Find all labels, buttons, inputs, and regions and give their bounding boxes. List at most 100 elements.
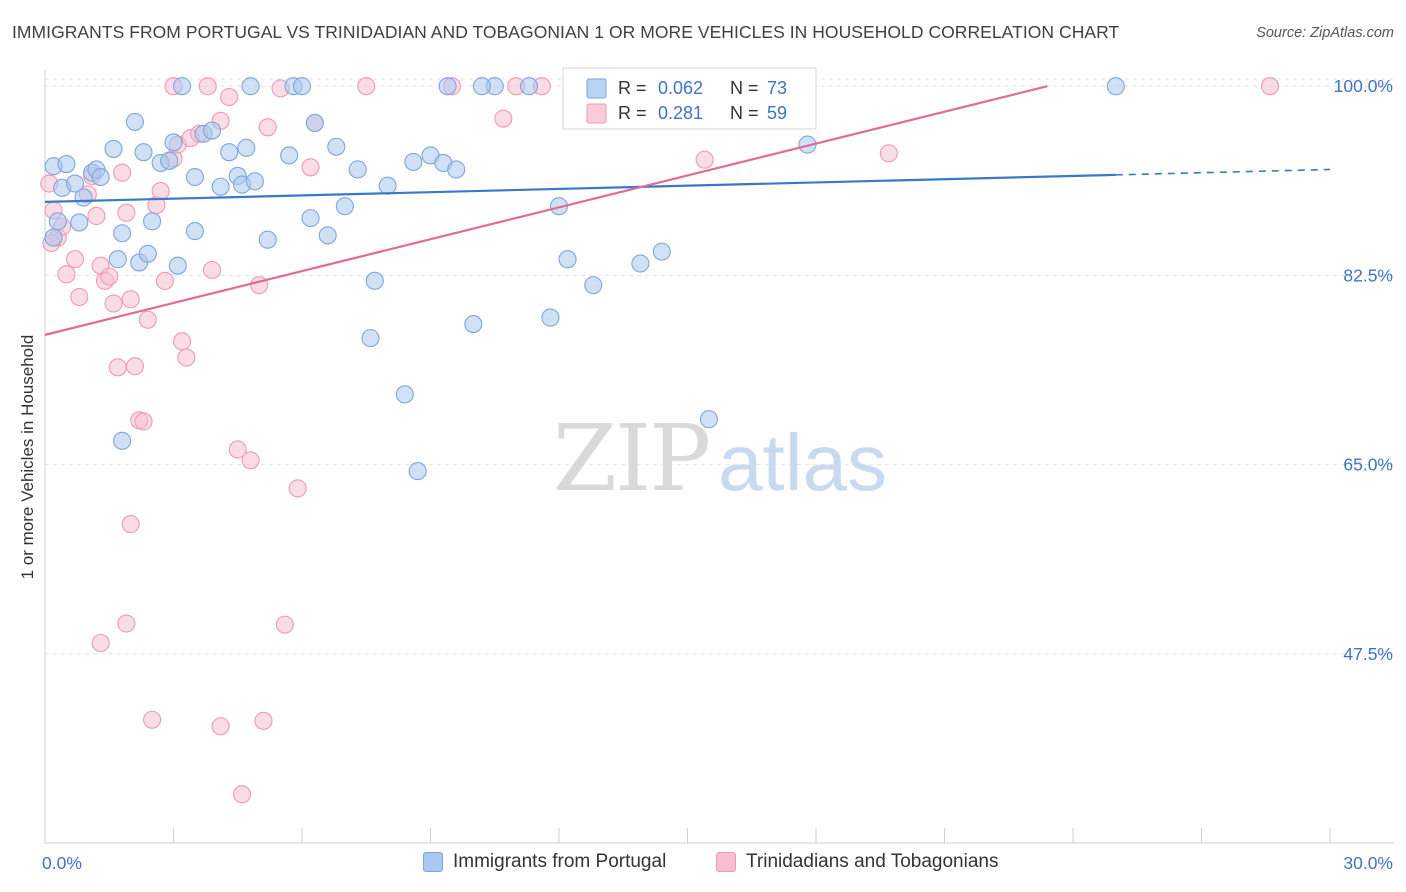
point-portugal-72 bbox=[44, 228, 63, 247]
legend-label-portugal: Immigrants from Portugal bbox=[453, 851, 667, 872]
point-trinidad-46 bbox=[143, 710, 162, 729]
point-trinidad-20 bbox=[134, 412, 153, 431]
stats-swatch-1 bbox=[586, 103, 607, 124]
point-portugal-42 bbox=[408, 462, 427, 481]
stats-n-value-0: 73 bbox=[767, 78, 787, 98]
point-trinidad-49 bbox=[232, 785, 252, 804]
point-portugal-19 bbox=[164, 133, 183, 152]
point-portugal-31 bbox=[280, 146, 299, 165]
y-tick-label-1: 65.0% bbox=[1343, 455, 1393, 475]
point-trinidad-59 bbox=[1260, 77, 1280, 96]
point-trinidad-16 bbox=[117, 203, 136, 222]
point-trinidad-23 bbox=[151, 182, 170, 201]
point-trinidad-53 bbox=[494, 109, 513, 128]
point-portugal-8 bbox=[104, 139, 123, 158]
point-portugal-20 bbox=[185, 222, 204, 241]
point-portugal-52 bbox=[558, 250, 577, 269]
point-trinidad-13 bbox=[104, 294, 123, 313]
stats-n-label-0: N = bbox=[730, 78, 759, 98]
point-portugal-36 bbox=[335, 197, 354, 216]
point-portugal-37 bbox=[348, 160, 367, 179]
point-trinidad-31 bbox=[198, 77, 217, 96]
point-portugal-21 bbox=[185, 167, 204, 187]
point-trinidad-43 bbox=[121, 515, 140, 534]
stats-n-value-1: 59 bbox=[767, 103, 787, 123]
point-trinidad-17 bbox=[121, 290, 140, 309]
point-trinidad-15 bbox=[113, 163, 132, 182]
point-portugal-53 bbox=[584, 276, 603, 295]
watermark-atlas: atlas bbox=[718, 418, 887, 507]
point-portugal-39 bbox=[378, 176, 397, 195]
stats-r-label-0: R = bbox=[618, 78, 647, 98]
point-portugal-64 bbox=[241, 77, 260, 96]
point-trinidad-28 bbox=[177, 348, 196, 367]
point-trinidad-58 bbox=[879, 144, 898, 163]
point-portugal-46 bbox=[447, 160, 466, 179]
point-portugal-11 bbox=[113, 224, 132, 243]
y-tick-label-0: 47.5% bbox=[1343, 644, 1393, 664]
point-portugal-47 bbox=[464, 315, 483, 334]
point-portugal-38 bbox=[365, 271, 384, 290]
stats-swatch-0 bbox=[586, 78, 607, 99]
point-trinidad-18 bbox=[125, 357, 144, 376]
point-portugal-70 bbox=[173, 77, 192, 96]
point-portugal-30 bbox=[258, 230, 277, 249]
point-trinidad-51 bbox=[357, 77, 376, 96]
point-trinidad-27 bbox=[173, 332, 192, 351]
point-trinidad-50 bbox=[275, 615, 294, 634]
legend: Immigrants from Portugal Trinidadians an… bbox=[0, 851, 1406, 879]
stats-r-value-0: 0.062 bbox=[658, 78, 703, 98]
point-portugal-25 bbox=[220, 143, 239, 162]
point-portugal-57 bbox=[652, 242, 671, 261]
point-portugal-33 bbox=[305, 113, 324, 133]
point-trinidad-44 bbox=[117, 614, 136, 633]
point-portugal-15 bbox=[143, 212, 162, 231]
point-portugal-18 bbox=[168, 256, 187, 275]
point-portugal-32 bbox=[301, 209, 320, 228]
legend-item-portugal: Immigrants from Portugal bbox=[423, 851, 666, 873]
legend-swatch-portugal bbox=[423, 852, 443, 872]
point-portugal-63 bbox=[134, 143, 153, 162]
point-portugal-1 bbox=[57, 155, 76, 174]
y-tick-label-2: 82.5% bbox=[1343, 265, 1393, 285]
legend-swatch-trinidad bbox=[716, 852, 736, 872]
point-trinidad-57 bbox=[695, 150, 714, 169]
point-trinidad-9 bbox=[87, 206, 106, 226]
point-trinidad-36 bbox=[241, 451, 260, 470]
x-tick-label-1: 30.0% bbox=[1343, 853, 1393, 873]
point-trinidad-21 bbox=[138, 310, 157, 329]
point-portugal-29 bbox=[245, 172, 264, 191]
stats-r-value-1: 0.281 bbox=[658, 103, 703, 123]
watermark-zip: ZIP bbox=[553, 405, 709, 512]
point-trinidad-32 bbox=[203, 260, 222, 280]
point-trinidad-40 bbox=[301, 158, 320, 177]
point-trinidad-14 bbox=[108, 358, 127, 377]
point-trinidad-4 bbox=[57, 265, 76, 284]
point-portugal-43 bbox=[404, 152, 423, 171]
stats-r-label-1: R = bbox=[618, 103, 647, 123]
point-portugal-50 bbox=[541, 308, 560, 327]
point-portugal-49 bbox=[519, 77, 539, 96]
point-portugal-62 bbox=[125, 112, 144, 131]
point-portugal-67 bbox=[438, 77, 457, 96]
point-trinidad-42 bbox=[288, 479, 307, 498]
point-trinidad-35 bbox=[228, 440, 247, 459]
stats-n-label-1: N = bbox=[730, 103, 759, 123]
point-trinidad-38 bbox=[258, 118, 277, 137]
point-portugal-4 bbox=[74, 188, 93, 207]
point-portugal-56 bbox=[631, 254, 650, 273]
point-portugal-9 bbox=[48, 212, 67, 231]
trendline-trinidad bbox=[44, 85, 1048, 336]
point-trinidad-45 bbox=[91, 633, 110, 653]
point-portugal-34 bbox=[318, 226, 337, 245]
y-tick-label-3: 100.0% bbox=[1334, 76, 1393, 96]
x-tick-label-0: 0.0% bbox=[42, 853, 82, 873]
point-trinidad-24 bbox=[155, 271, 174, 290]
trendline-portugal bbox=[44, 173, 1116, 203]
point-portugal-7 bbox=[91, 167, 110, 187]
point-trinidad-34 bbox=[220, 87, 239, 107]
point-portugal-68 bbox=[472, 77, 491, 96]
point-portugal-24 bbox=[211, 177, 230, 196]
point-trinidad-47 bbox=[211, 717, 230, 736]
